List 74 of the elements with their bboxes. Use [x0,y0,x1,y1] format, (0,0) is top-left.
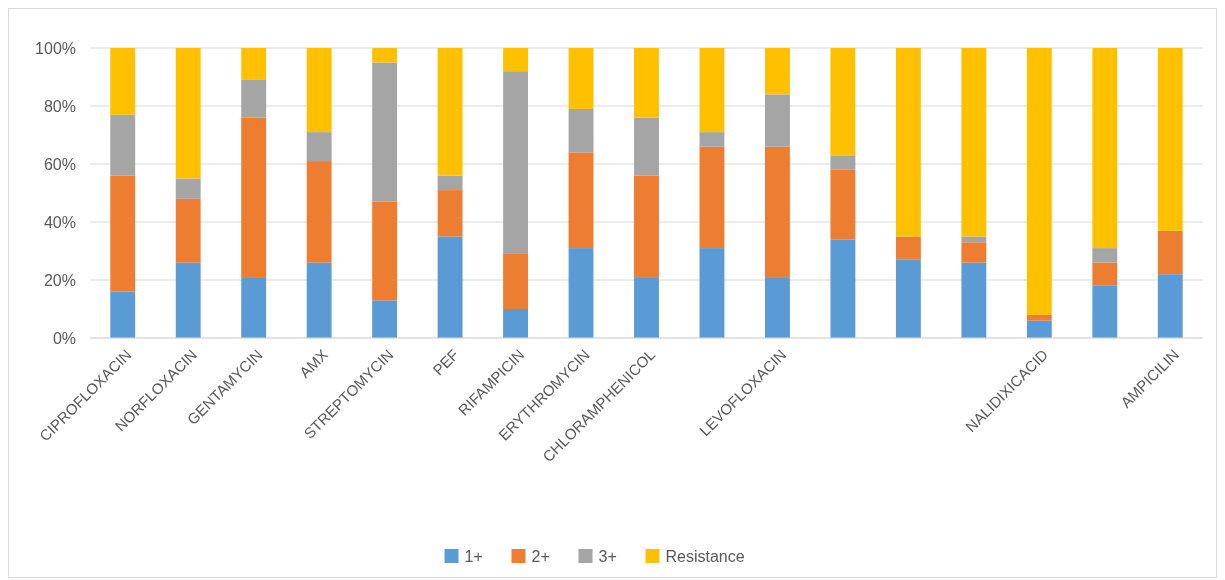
y-tick-label: 100% [35,39,76,57]
y-tick-label: 0% [52,329,76,347]
bar [306,48,332,133]
bar [765,146,790,278]
bar [1092,48,1118,249]
bar [503,253,528,309]
bar [830,155,856,170]
bar [437,48,463,176]
bar [961,262,987,338]
bar [110,291,136,338]
bar [568,152,594,249]
bar [437,190,463,237]
bar [503,309,528,338]
bar [503,48,528,72]
bar [372,48,398,63]
y-tick-label: 80% [43,97,76,115]
bar [1026,48,1052,315]
bar [830,169,856,240]
bar [699,48,725,133]
bar [1026,314,1052,321]
bar [568,248,594,338]
bar [568,108,594,153]
bar [241,277,267,338]
bar [1026,320,1052,338]
bar [895,259,921,338]
bar [568,48,594,109]
legend-label: 3+ [598,547,617,565]
bar [961,48,987,237]
y-tick-label: 40% [43,213,76,231]
bar [634,277,659,338]
bar [372,62,398,202]
bar [765,94,790,147]
bar [175,48,201,179]
bar [895,48,921,237]
bar [1157,274,1183,338]
legend-label: Resistance [665,547,745,565]
y-tick-label: 20% [43,271,76,289]
bar [110,114,136,176]
bar [1092,285,1118,338]
bar [372,201,398,301]
bar [503,71,528,254]
bar [110,48,136,115]
bar [895,236,921,260]
bar [437,175,463,191]
bar [699,248,725,338]
legend-label: 2+ [531,547,550,565]
bar [699,146,725,249]
bar [372,300,398,338]
bar [830,48,856,156]
bar [175,262,201,338]
bar [1157,48,1183,231]
bar [634,175,659,278]
y-tick-label: 60% [43,155,76,173]
bar [437,236,463,338]
legend-label: 1+ [464,547,483,565]
bar [1092,248,1118,263]
bar [765,277,790,338]
bar [699,132,725,147]
bar [306,132,332,162]
bar [306,262,332,338]
bar [110,175,136,292]
bar [241,117,267,278]
bar [241,48,267,80]
bar [634,48,659,118]
bar [175,178,201,199]
bar [175,198,201,263]
bar [830,239,856,338]
bar [634,117,659,176]
bar [1092,262,1118,286]
bar [1157,230,1183,275]
bar [765,48,790,95]
bar [961,242,987,263]
bar [306,161,332,263]
bar [241,79,267,118]
